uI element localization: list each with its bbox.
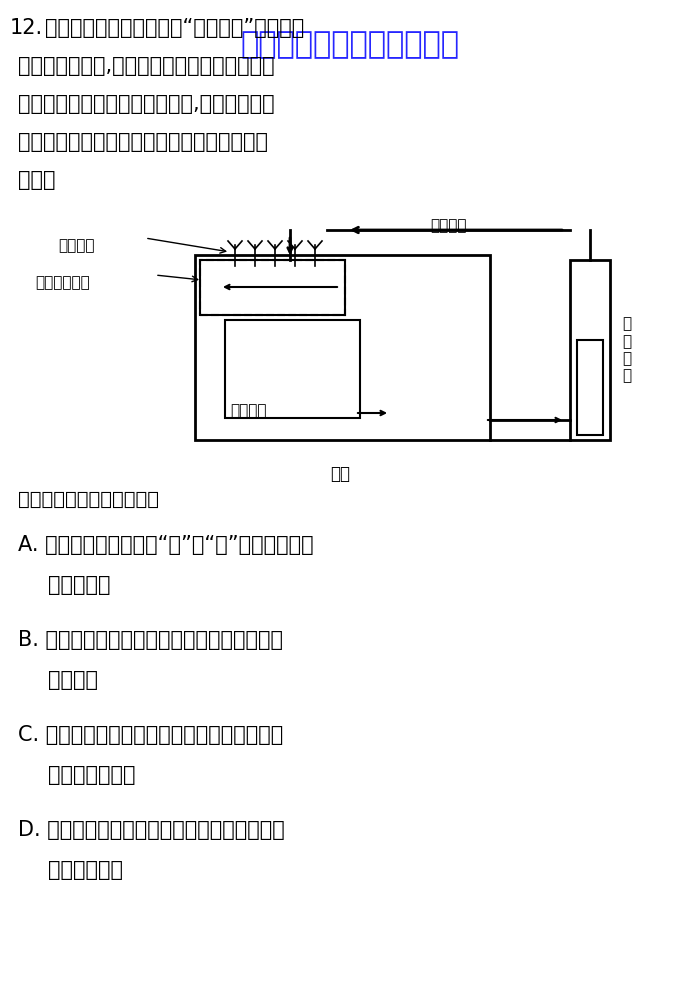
- Bar: [577, 340, 603, 435]
- Bar: [570, 260, 610, 440]
- Text: 水生蔬菜浮床: 水生蔬菜浮床: [35, 275, 90, 290]
- Text: 产养殖导致周边水体污染的问题。下列叙述正: 产养殖导致周边水体污染的问题。下列叙述正: [18, 132, 268, 152]
- Bar: [195, 255, 490, 440]
- Text: A. 该生态养殖系统中，“鱼”和“菜”的种间关系属: A. 该生态养殖系统中，“鱼”和“菜”的种间关系属: [18, 535, 314, 555]
- Text: 确的是: 确的是: [18, 170, 55, 190]
- Text: 能的竞争强度: 能的竞争强度: [48, 860, 123, 880]
- Text: 鱼塘: 鱼塘: [330, 465, 350, 483]
- Text: 于互利共生: 于互利共生: [48, 575, 111, 595]
- Text: 工湿地使鱼塘中的水质得以净化,解决了传统水: 工湿地使鱼塘中的水质得以净化,解决了传统水: [18, 94, 274, 114]
- Text: 中的有机污染物: 中的有机污染物: [48, 765, 136, 785]
- Bar: [225, 320, 360, 418]
- Text: 微信公众号关注：趣找答案: 微信公众号关注：趣找答案: [241, 30, 459, 59]
- Text: 系统结构示意图,该模式通过在鱼塘附近修建人: 系统结构示意图,该模式通过在鱼塘附近修建人: [18, 56, 274, 76]
- Text: 水生蔬菜: 水生蔬菜: [58, 238, 94, 253]
- Bar: [200, 260, 345, 314]
- Text: 人工湿地: 人工湿地: [230, 403, 267, 418]
- Text: 注：箭头方向表示水流方向: 注：箭头方向表示水流方向: [18, 490, 159, 509]
- Text: D. 增加水生蔬菜的种类不一定增大蔬菜间对光: D. 增加水生蔬菜的种类不一定增大蔬菜间对光: [18, 820, 285, 840]
- Text: B. 输人该系统的能量是水生蔬菜等生产者固定: B. 输人该系统的能量是水生蔬菜等生产者固定: [18, 630, 283, 650]
- Text: 12.: 12.: [10, 18, 43, 38]
- Text: 循
环
水
泵: 循 环 水 泵: [622, 317, 631, 384]
- Bar: [200, 260, 345, 314]
- Text: 下图是一种新型的分离式“鱼蔬共生”生态养殖: 下图是一种新型的分离式“鱼蔬共生”生态养殖: [45, 18, 304, 38]
- Text: 的太阳能: 的太阳能: [48, 670, 98, 690]
- Text: 循环水管: 循环水管: [430, 218, 466, 233]
- Text: C. 人工湿地中的细菌和蔬菜都能直接利用鱼塘: C. 人工湿地中的细菌和蔬菜都能直接利用鱼塘: [18, 725, 284, 745]
